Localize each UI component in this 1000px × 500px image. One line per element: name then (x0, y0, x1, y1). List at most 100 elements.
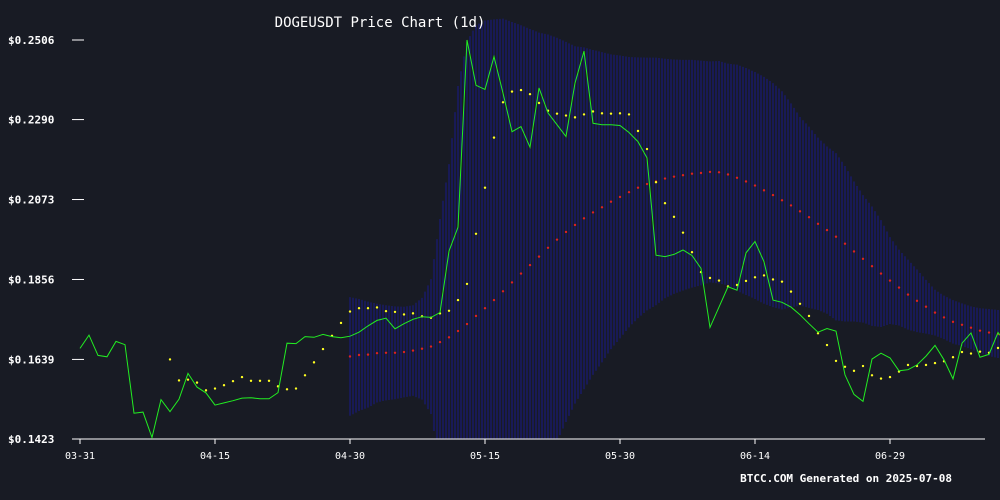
long-ma-point (591, 211, 595, 214)
x-tick-label: 04-15 (200, 451, 230, 462)
short-ma-point (483, 186, 487, 189)
long-ma-point (438, 340, 442, 344)
long-ma-point (816, 222, 820, 226)
short-ma-point (573, 116, 577, 119)
short-ma-point (906, 363, 910, 367)
long-ma-point (726, 173, 730, 176)
short-ma-point (627, 113, 631, 116)
long-ma-point (411, 349, 415, 352)
long-ma-point (681, 174, 685, 177)
long-ma-point (582, 217, 586, 220)
short-ma-point (555, 112, 559, 115)
long-ma-point (528, 263, 532, 267)
short-ma-point (591, 110, 595, 113)
short-ma-point (870, 374, 874, 377)
short-ma-point (654, 181, 658, 184)
short-ma-point (825, 343, 829, 347)
short-ma-point (285, 388, 289, 391)
short-ma-point (861, 364, 865, 368)
short-ma-point (843, 365, 847, 368)
long-ma-point (474, 314, 478, 318)
short-ma-point (816, 332, 820, 335)
long-ma-point (375, 351, 379, 355)
short-ma-point (501, 101, 505, 104)
long-ma-point (609, 200, 613, 203)
long-ma-point (933, 311, 937, 314)
long-ma-point (906, 293, 910, 296)
short-ma-point (924, 363, 928, 367)
short-ma-point (708, 276, 712, 280)
short-ma-point (492, 136, 496, 139)
short-ma-point (888, 375, 892, 379)
long-ma-point (789, 204, 793, 207)
short-ma-point (582, 113, 586, 116)
long-ma-point (978, 329, 982, 332)
long-ma-point (735, 176, 739, 179)
long-ma-point (483, 307, 487, 310)
long-ma-point (870, 265, 874, 268)
long-ma-point (501, 290, 505, 293)
volatility-bands (349, 18, 999, 439)
short-ma-point (564, 114, 568, 117)
short-ma-point (789, 290, 793, 293)
short-ma-point (411, 312, 415, 315)
long-ma-point (537, 255, 541, 258)
long-ma-point (456, 329, 460, 333)
short-ma-point (294, 387, 298, 390)
long-ma-point (960, 323, 964, 326)
short-ma-point (375, 306, 379, 309)
short-ma-point (519, 88, 523, 92)
long-ma-point (366, 353, 370, 356)
long-ma-point (447, 336, 451, 339)
long-ma-point (546, 246, 550, 249)
short-ma-point (384, 309, 388, 313)
long-ma-point (348, 355, 352, 358)
short-ma-point (663, 202, 667, 205)
price-series-line (79, 39, 1000, 440)
short-ma-point (321, 347, 325, 351)
long-ma-point (762, 189, 766, 192)
long-ma-point (825, 228, 829, 232)
long-ma-point (618, 195, 622, 199)
short-ma-point (249, 379, 253, 382)
short-ma-point (312, 361, 316, 364)
short-ma-point (933, 361, 937, 365)
short-ma-point (204, 389, 208, 392)
short-ma-point (258, 379, 262, 382)
short-ma-point (186, 378, 190, 381)
short-ma-point (879, 377, 883, 380)
short-ma-point (996, 346, 1000, 350)
long-ma-point (699, 171, 703, 175)
short-ma-point (231, 379, 235, 383)
long-ma-point (636, 186, 640, 189)
short-ma-point (762, 274, 766, 277)
long-ma-point (645, 182, 649, 186)
short-ma-point (213, 387, 217, 390)
long-ma-point (510, 281, 514, 284)
short-ma-point (303, 374, 307, 377)
short-ma-point (510, 90, 514, 93)
short-ma-point (474, 232, 478, 235)
short-ma-point (366, 307, 370, 310)
x-tick-label: 06-29 (875, 451, 905, 462)
short-ma-point (681, 231, 685, 234)
short-ma-point (672, 215, 676, 219)
short-ma-point (780, 280, 784, 283)
short-ma-point (645, 147, 649, 151)
short-ma-point (222, 384, 226, 387)
long-ma-point (897, 286, 901, 289)
x-tick-label: 04-30 (335, 451, 365, 462)
short-ma-point (636, 129, 640, 133)
short-ma-point (753, 276, 757, 279)
y-tick-label: $0.1639 (8, 353, 54, 366)
long-ma-point (834, 235, 838, 238)
long-ma-point (753, 184, 757, 187)
long-ma-point (492, 298, 496, 302)
short-ma-point (393, 310, 397, 314)
long-ma-point (384, 351, 388, 354)
short-ma-point (465, 282, 469, 286)
long-ma-point (402, 350, 406, 354)
long-ma-point (807, 216, 811, 219)
long-ma-point (879, 272, 883, 275)
